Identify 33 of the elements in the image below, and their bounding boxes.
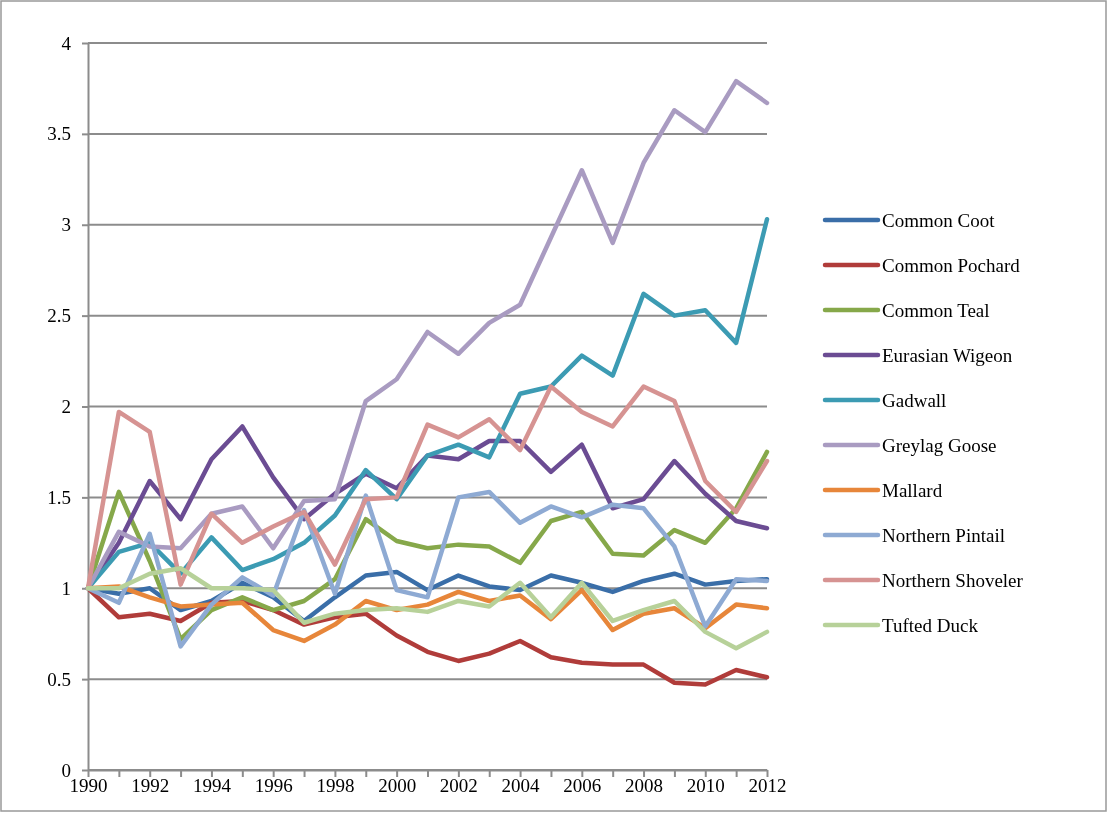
y-tick-label: 4 — [61, 32, 72, 54]
y-tick-label: 0 — [61, 759, 71, 781]
y-tick-label: 1.5 — [47, 486, 71, 508]
legend-label: Eurasian Wigeon — [882, 344, 1013, 366]
x-tick-label: 1996 — [254, 775, 293, 796]
x-tick-label: 1992 — [131, 775, 170, 796]
x-tick-label: 2008 — [625, 775, 664, 796]
y-tick-label: 2 — [61, 396, 71, 418]
y-tick-label: 3 — [61, 214, 71, 236]
legend-label: Common Coot — [882, 209, 996, 231]
y-tick-label: 3.5 — [47, 123, 71, 145]
y-tick-label: 2.5 — [47, 305, 71, 327]
x-tick-label: 1998 — [316, 775, 355, 796]
legend-label: Greylag Goose — [882, 434, 997, 456]
x-tick-label: 2010 — [686, 775, 725, 796]
x-tick-label: 1994 — [192, 775, 232, 796]
y-tick-label: 1 — [61, 577, 71, 599]
legend-label: Common Teal — [882, 299, 990, 321]
line-series — [85, 566, 770, 651]
legend-label: Gadwall — [882, 389, 947, 411]
legend-label: Common Pochard — [882, 254, 1021, 276]
legend-label: Northern Pintail — [882, 524, 1005, 546]
x-tick-label: 2004 — [501, 775, 541, 796]
legend-label: Mallard — [882, 479, 943, 501]
x-tick-label: 2006 — [563, 775, 602, 796]
legend-label: Northern Shoveler — [882, 569, 1024, 591]
legend-label: Tufted Duck — [882, 614, 979, 636]
y-tick-label: 0.5 — [47, 668, 71, 690]
x-tick-label: 1990 — [69, 775, 108, 796]
x-tick-label: 2000 — [378, 775, 417, 796]
x-tick-label: 2012 — [748, 775, 787, 796]
line-series — [85, 489, 770, 649]
x-tick-label: 2002 — [439, 775, 478, 796]
